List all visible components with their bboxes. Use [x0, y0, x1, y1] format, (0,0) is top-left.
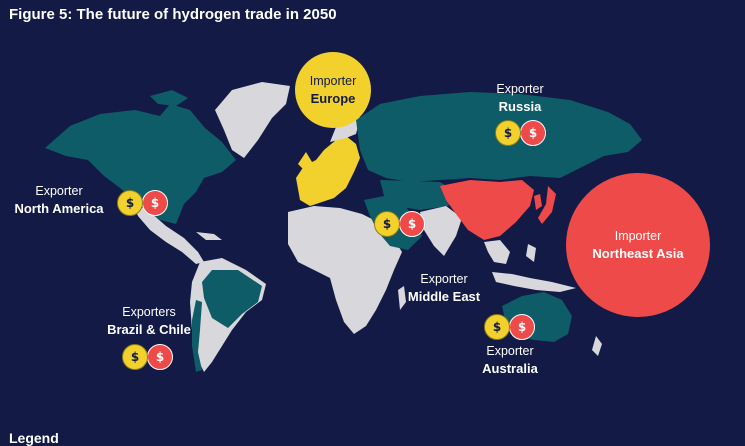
exporter-australia-coins: $ $ [484, 314, 540, 340]
importer-northeast-asia-bubble: Importer Northeast Asia [566, 173, 710, 317]
importer-europe-bubble: Importer Europe [295, 52, 371, 128]
gold-dollar-coin-icon: $ [122, 344, 148, 370]
exporter-middle-east-label: Exporter Middle East [396, 271, 492, 305]
exporters-brazil-chile-region: Brazil & Chile [107, 322, 191, 337]
exporter-north-america-coins: $ $ [117, 190, 173, 216]
gold-dollar-coin-icon: $ [117, 190, 143, 216]
exporter-australia-label: Exporter Australia [470, 343, 550, 377]
importer-europe-role: Importer [309, 74, 357, 88]
gold-dollar-coin-icon: $ [495, 120, 521, 146]
arctic-islands-land [150, 90, 188, 106]
importer-northeast-asia-role: Importer [614, 229, 662, 243]
red-dollar-coin-icon: $ [399, 211, 425, 237]
red-dollar-coin-icon: $ [520, 120, 546, 146]
exporter-middle-east-role: Exporter [420, 272, 468, 286]
figure-title: Figure 5: The future of hydrogen trade i… [9, 6, 337, 23]
greenland-land [215, 82, 290, 158]
exporter-russia-region: Russia [498, 99, 542, 114]
exporter-middle-east-coins: $ $ [374, 211, 430, 237]
red-dollar-coin-icon: $ [147, 344, 173, 370]
exporter-russia-coins: $ $ [495, 120, 551, 146]
uk-land [298, 152, 312, 172]
gold-dollar-coin-icon: $ [484, 314, 510, 340]
exporter-russia-label: Exporter Russia [480, 81, 560, 115]
red-dollar-coin-icon: $ [142, 190, 168, 216]
caribbean-land [196, 232, 222, 240]
africa-land [288, 206, 402, 334]
japan-land [538, 186, 556, 224]
exporters-brazil-chile-label: Exporters Brazil & Chile [96, 304, 202, 338]
exporter-australia-role: Exporter [486, 344, 534, 358]
exporter-north-america-region: North America [14, 201, 104, 216]
north-america-land [45, 104, 236, 224]
europe-land [296, 136, 360, 206]
importer-europe-region: Europe [310, 91, 356, 106]
exporter-russia-role: Exporter [496, 82, 544, 96]
philippines-land [526, 244, 536, 262]
south-asia-land [420, 206, 462, 256]
korea-land [534, 194, 542, 210]
exporters-brazil-chile-coins: $ $ [122, 344, 178, 370]
importer-northeast-asia-region: Northeast Asia [592, 246, 684, 261]
new-zealand-land [592, 336, 602, 356]
madagascar-land [398, 286, 406, 310]
indonesia-land [492, 272, 576, 292]
exporter-north-america-role: Exporter [35, 184, 83, 198]
exporter-middle-east-region: Middle East [407, 289, 481, 304]
chile-land [192, 300, 202, 372]
southeast-asia-land [484, 240, 510, 264]
northeast-asia-land [440, 180, 534, 240]
legend-heading: Legend [9, 430, 59, 446]
mexico-central-america-land [132, 202, 204, 264]
exporter-australia-region: Australia [482, 361, 538, 376]
exporters-brazil-chile-role: Exporters [122, 305, 176, 319]
brazil-land [202, 270, 262, 328]
red-dollar-coin-icon: $ [509, 314, 535, 340]
exporter-north-america-label: Exporter North America [4, 183, 114, 217]
gold-dollar-coin-icon: $ [374, 211, 400, 237]
